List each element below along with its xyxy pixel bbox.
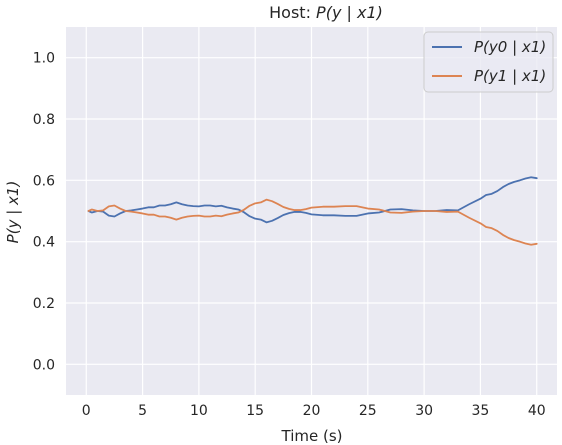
x-tick-label: 5 [138, 403, 147, 419]
x-tick-label: 0 [82, 403, 91, 419]
y-tick-label: 0.0 [33, 357, 55, 373]
legend: P(y0 | x1) P(y1 | x1) [423, 31, 554, 93]
series-line-1 [87, 198, 538, 246]
y-tick-labels: 0.0 0.2 0.4 0.6 0.8 1.0 [33, 51, 55, 374]
x-tick-label: 15 [246, 403, 264, 419]
x-tick-label: 40 [528, 403, 546, 419]
legend-label-0: P(y0 | x1) [474, 38, 546, 56]
x-tick-label: 30 [415, 403, 433, 419]
chart-title: Host: P(y | x1) [269, 3, 383, 22]
x-tick-label: 10 [190, 403, 208, 419]
chart-title-formula: P(y | x1) [316, 3, 383, 22]
x-axis-label: Time (s) [281, 427, 343, 445]
series-line-0 [87, 176, 538, 224]
x-tick-label: 20 [303, 403, 321, 419]
chart-title-prefix: Host: [269, 3, 316, 22]
y-axis-label: P(y | x1) [4, 181, 22, 244]
legend-label-1: P(y1 | x1) [474, 67, 546, 85]
series-lines [87, 176, 538, 246]
y-tick-label: 0.2 [33, 296, 55, 312]
x-tick-label: 25 [359, 403, 377, 419]
y-tick-label: 0.6 [33, 173, 55, 189]
y-tick-label: 0.4 [33, 235, 55, 251]
y-tick-label: 1.0 [33, 51, 55, 67]
x-tick-labels: 0 5 10 15 20 25 30 35 40 [82, 403, 546, 419]
y-tick-label: 0.8 [33, 112, 55, 128]
x-tick-label: 35 [472, 403, 490, 419]
